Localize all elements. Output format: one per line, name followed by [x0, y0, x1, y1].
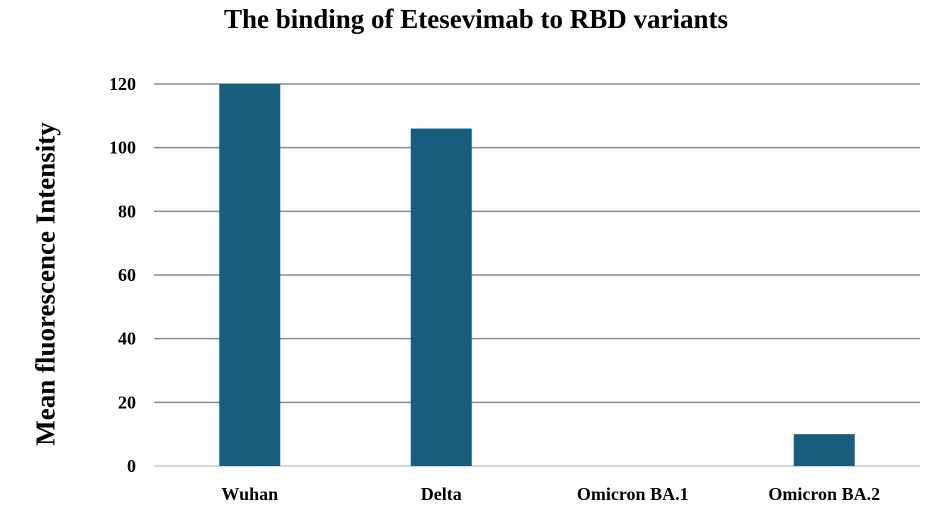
- y-tick-labels: 0 20 40 60 80 100 120: [109, 74, 136, 476]
- bar: [410, 128, 472, 467]
- x-tick-label: Wuhan: [221, 484, 278, 504]
- bars: [219, 84, 855, 467]
- y-tick-label: 80: [118, 201, 136, 221]
- x-tick-label: Delta: [421, 484, 462, 504]
- bar: [793, 434, 855, 466]
- y-tick-label: 100: [109, 138, 136, 158]
- x-tick-labels: Wuhan Delta Omicron BA.1 Omicron BA.2: [221, 484, 880, 504]
- x-tick-label: Omicron BA.2: [768, 484, 880, 504]
- y-tick-label: 40: [118, 329, 136, 349]
- bar: [219, 84, 281, 466]
- x-tick-label: Omicron BA.1: [577, 484, 689, 504]
- gridlines: [154, 83, 920, 467]
- y-tick-label: 120: [109, 74, 136, 94]
- chart-title: The binding of Etesevimab to RBD variant…: [223, 4, 729, 34]
- y-tick-label: 20: [118, 392, 136, 412]
- y-tick-label: 0: [127, 456, 136, 476]
- y-tick-label: 60: [118, 265, 136, 285]
